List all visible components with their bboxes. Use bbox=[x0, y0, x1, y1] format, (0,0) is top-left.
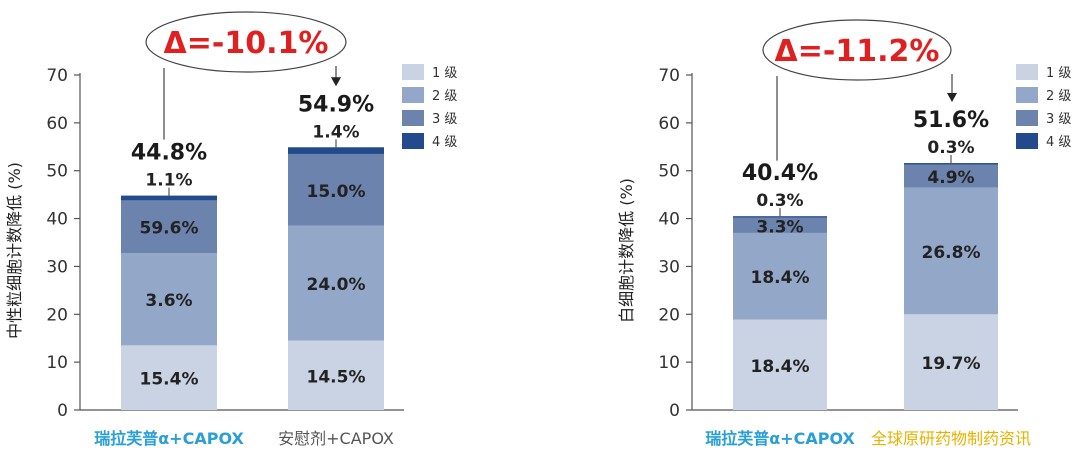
bar-segment-grade-4 bbox=[288, 147, 384, 154]
legend-swatch-grade-4 bbox=[1016, 133, 1038, 149]
y-tick-label: 70 bbox=[46, 66, 68, 86]
bar-segment-grade-2 bbox=[733, 232, 827, 320]
bar-segment-grade-3 bbox=[288, 153, 384, 226]
legend-swatch-grade-4 bbox=[402, 133, 424, 149]
bar-segment-grade-2 bbox=[121, 253, 217, 346]
legend-label-grade-3: 3 级 bbox=[432, 112, 457, 127]
bar-total-label: 44.8% bbox=[131, 141, 207, 166]
bar-segment-grade-3 bbox=[733, 217, 827, 233]
legend-label-grade-1: 1 级 bbox=[432, 66, 457, 81]
legend-swatch-grade-1 bbox=[402, 64, 424, 80]
bar-segment-grade-4 bbox=[733, 216, 827, 218]
bar-segment-grade-2 bbox=[904, 187, 998, 315]
data-label-grade-4: 1.1% bbox=[145, 171, 192, 191]
y-tick-label: 0 bbox=[57, 401, 68, 421]
bar-total-label: 54.9% bbox=[298, 92, 374, 117]
data-label-grade-4: 1.4% bbox=[312, 122, 359, 142]
y-tick-label: 20 bbox=[658, 305, 680, 325]
bar-segment-grade-1 bbox=[733, 319, 827, 410]
x-category-label: 瑞拉芙普α+CAPOX bbox=[94, 429, 244, 448]
bar-segment-grade-1 bbox=[904, 314, 998, 410]
bar-segment-grade-1 bbox=[121, 345, 217, 410]
bar-segment-grade-3 bbox=[904, 164, 998, 188]
legend-swatch-grade-2 bbox=[402, 87, 424, 103]
y-tick-label: 50 bbox=[46, 162, 68, 182]
delta-callout bbox=[762, 19, 952, 81]
chart-panel-1: 0 10 20 30 40 50 60 70 中性粒细胞计数降低 (%) 15.4% 3.6% 59.… bbox=[5, 11, 457, 448]
data-label-grade-1: 14.5% bbox=[307, 367, 366, 387]
y-tick-label: 10 bbox=[658, 353, 680, 373]
delta-arrow-head bbox=[331, 77, 341, 87]
data-label-grade-4: 0.3% bbox=[927, 138, 974, 158]
bar-segment-grade-3 bbox=[121, 200, 217, 254]
y-tick-label: 70 bbox=[658, 66, 680, 86]
legend-label-grade-4: 4 级 bbox=[1046, 135, 1071, 150]
data-label-grade-1: 18.4% bbox=[751, 357, 810, 377]
data-label-grade-2: 3.6% bbox=[145, 291, 192, 311]
y-tick-label: 30 bbox=[46, 257, 68, 277]
legend-swatch-grade-3 bbox=[1016, 110, 1038, 126]
data-label-grade-4: 0.3% bbox=[756, 191, 803, 211]
bar-segment-grade-1 bbox=[288, 340, 384, 410]
delta-value: Δ=-11.2% bbox=[775, 34, 940, 69]
data-label-grade-2: 18.4% bbox=[751, 268, 810, 288]
legend-swatch-grade-2 bbox=[1016, 87, 1038, 103]
legend-label-grade-3: 3 级 bbox=[1046, 112, 1071, 127]
bar-segment-grade-2 bbox=[288, 225, 384, 341]
data-label-grade-3: 59.6% bbox=[140, 219, 199, 239]
bar-segment-grade-4 bbox=[121, 195, 217, 201]
data-label-grade-2: 26.8% bbox=[922, 243, 981, 263]
y-tick-label: 20 bbox=[46, 305, 68, 325]
x-category-label: 全球原研药物制药资讯 bbox=[871, 429, 1031, 448]
x-category-label: 瑞拉芙普α+CAPOX bbox=[705, 429, 855, 448]
data-label-grade-2: 24.0% bbox=[307, 275, 366, 295]
bar-segment-grade-4 bbox=[904, 163, 998, 165]
y-axis-label: 中性粒细胞计数降低 (%) bbox=[5, 162, 24, 339]
data-label-grade-1: 19.7% bbox=[922, 354, 981, 374]
y-tick-label: 50 bbox=[658, 162, 680, 182]
y-tick-label: 30 bbox=[658, 257, 680, 277]
chart-panel-2: 0 10 20 30 40 50 60 70 白细胞计数降低 (%) 18.4% 18.4% 3.3%… bbox=[617, 19, 1071, 448]
delta-value: Δ=-10.1% bbox=[164, 26, 329, 61]
legend-swatch-grade-1 bbox=[1016, 64, 1038, 80]
y-tick-label: 40 bbox=[658, 210, 680, 230]
y-tick-label: 60 bbox=[658, 114, 680, 134]
data-label-grade-3: 3.3% bbox=[756, 217, 803, 237]
delta-callout bbox=[145, 11, 347, 73]
y-tick-label: 60 bbox=[46, 114, 68, 134]
bar-total-label: 40.4% bbox=[742, 161, 818, 186]
y-tick-label: 0 bbox=[669, 401, 680, 421]
data-label-grade-3: 4.9% bbox=[927, 168, 974, 188]
legend-label-grade-4: 4 级 bbox=[432, 135, 457, 150]
y-tick-label: 10 bbox=[46, 353, 68, 373]
legend-label-grade-1: 1 级 bbox=[1046, 66, 1071, 81]
x-category-label: 安慰剂+CAPOX bbox=[278, 429, 394, 448]
y-axis-label: 白细胞计数降低 (%) bbox=[617, 178, 636, 323]
legend-label-grade-2: 2 级 bbox=[1046, 89, 1071, 104]
legend-label-grade-2: 2 级 bbox=[432, 89, 457, 104]
data-label-grade-1: 15.4% bbox=[140, 370, 199, 390]
data-label-grade-3: 15.0% bbox=[307, 182, 366, 202]
delta-arrow-head bbox=[947, 93, 957, 103]
legend-swatch-grade-3 bbox=[402, 110, 424, 126]
bar-total-label: 51.6% bbox=[913, 108, 989, 133]
y-tick-label: 40 bbox=[46, 210, 68, 230]
